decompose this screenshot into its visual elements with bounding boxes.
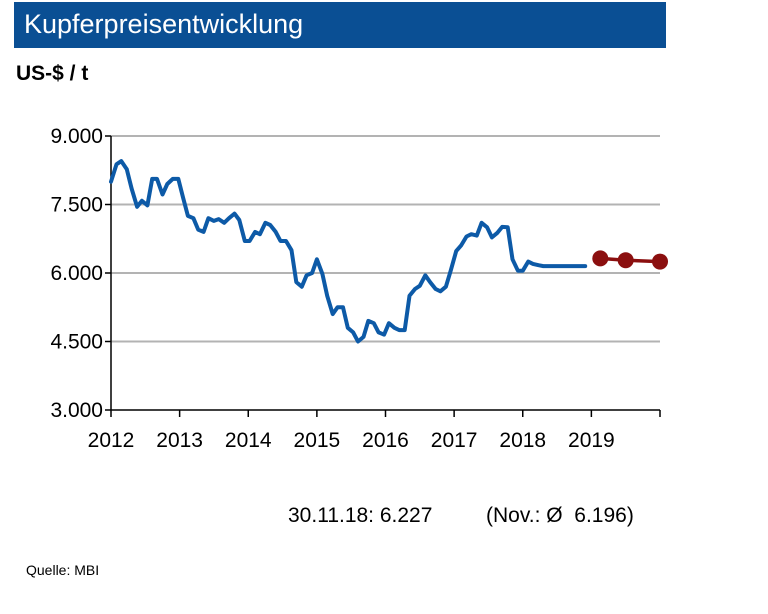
forecast-point [592,250,609,267]
y-tick-label: 3.000 [50,399,103,422]
y-tick-label: 7.500 [50,194,103,217]
x-tick-label: 2018 [499,429,546,452]
source-note: Quelle: MBI [26,562,100,578]
y-tick-label: 6.000 [50,262,103,285]
actual-price-line [109,159,588,344]
x-tick-label: 2016 [362,429,409,452]
chart-title: Kupferpreisentwicklung [24,9,304,39]
x-tick-label: 2019 [568,429,615,452]
latest-price-note: 30.11.18: 6.227 [288,504,433,527]
x-tick-label: 2017 [431,429,478,452]
x-tick-label: 2015 [294,429,341,452]
y-axis-ticks: 3.000 4.500 6.000 7.500 9.000 [50,125,111,422]
series-group [109,159,668,344]
x-axis-ticks: 2012 2013 2014 2015 2016 2017 2018 2019 [88,410,661,452]
chart-title-bar: Kupferpreisentwicklung [14,2,666,48]
x-tick-label: 2013 [156,429,203,452]
grid-lines [111,135,660,343]
forecast-point [617,252,634,269]
x-tick-label: 2014 [225,429,272,452]
monthly-average-note: (Nov.: Ø 6.196) [486,504,634,527]
x-tick-label: 2012 [88,429,135,452]
forecast-point [652,253,668,270]
unit-label: US-$ / t [16,62,89,85]
y-tick-label: 9.000 [50,125,103,148]
y-tick-label: 4.500 [50,331,103,354]
